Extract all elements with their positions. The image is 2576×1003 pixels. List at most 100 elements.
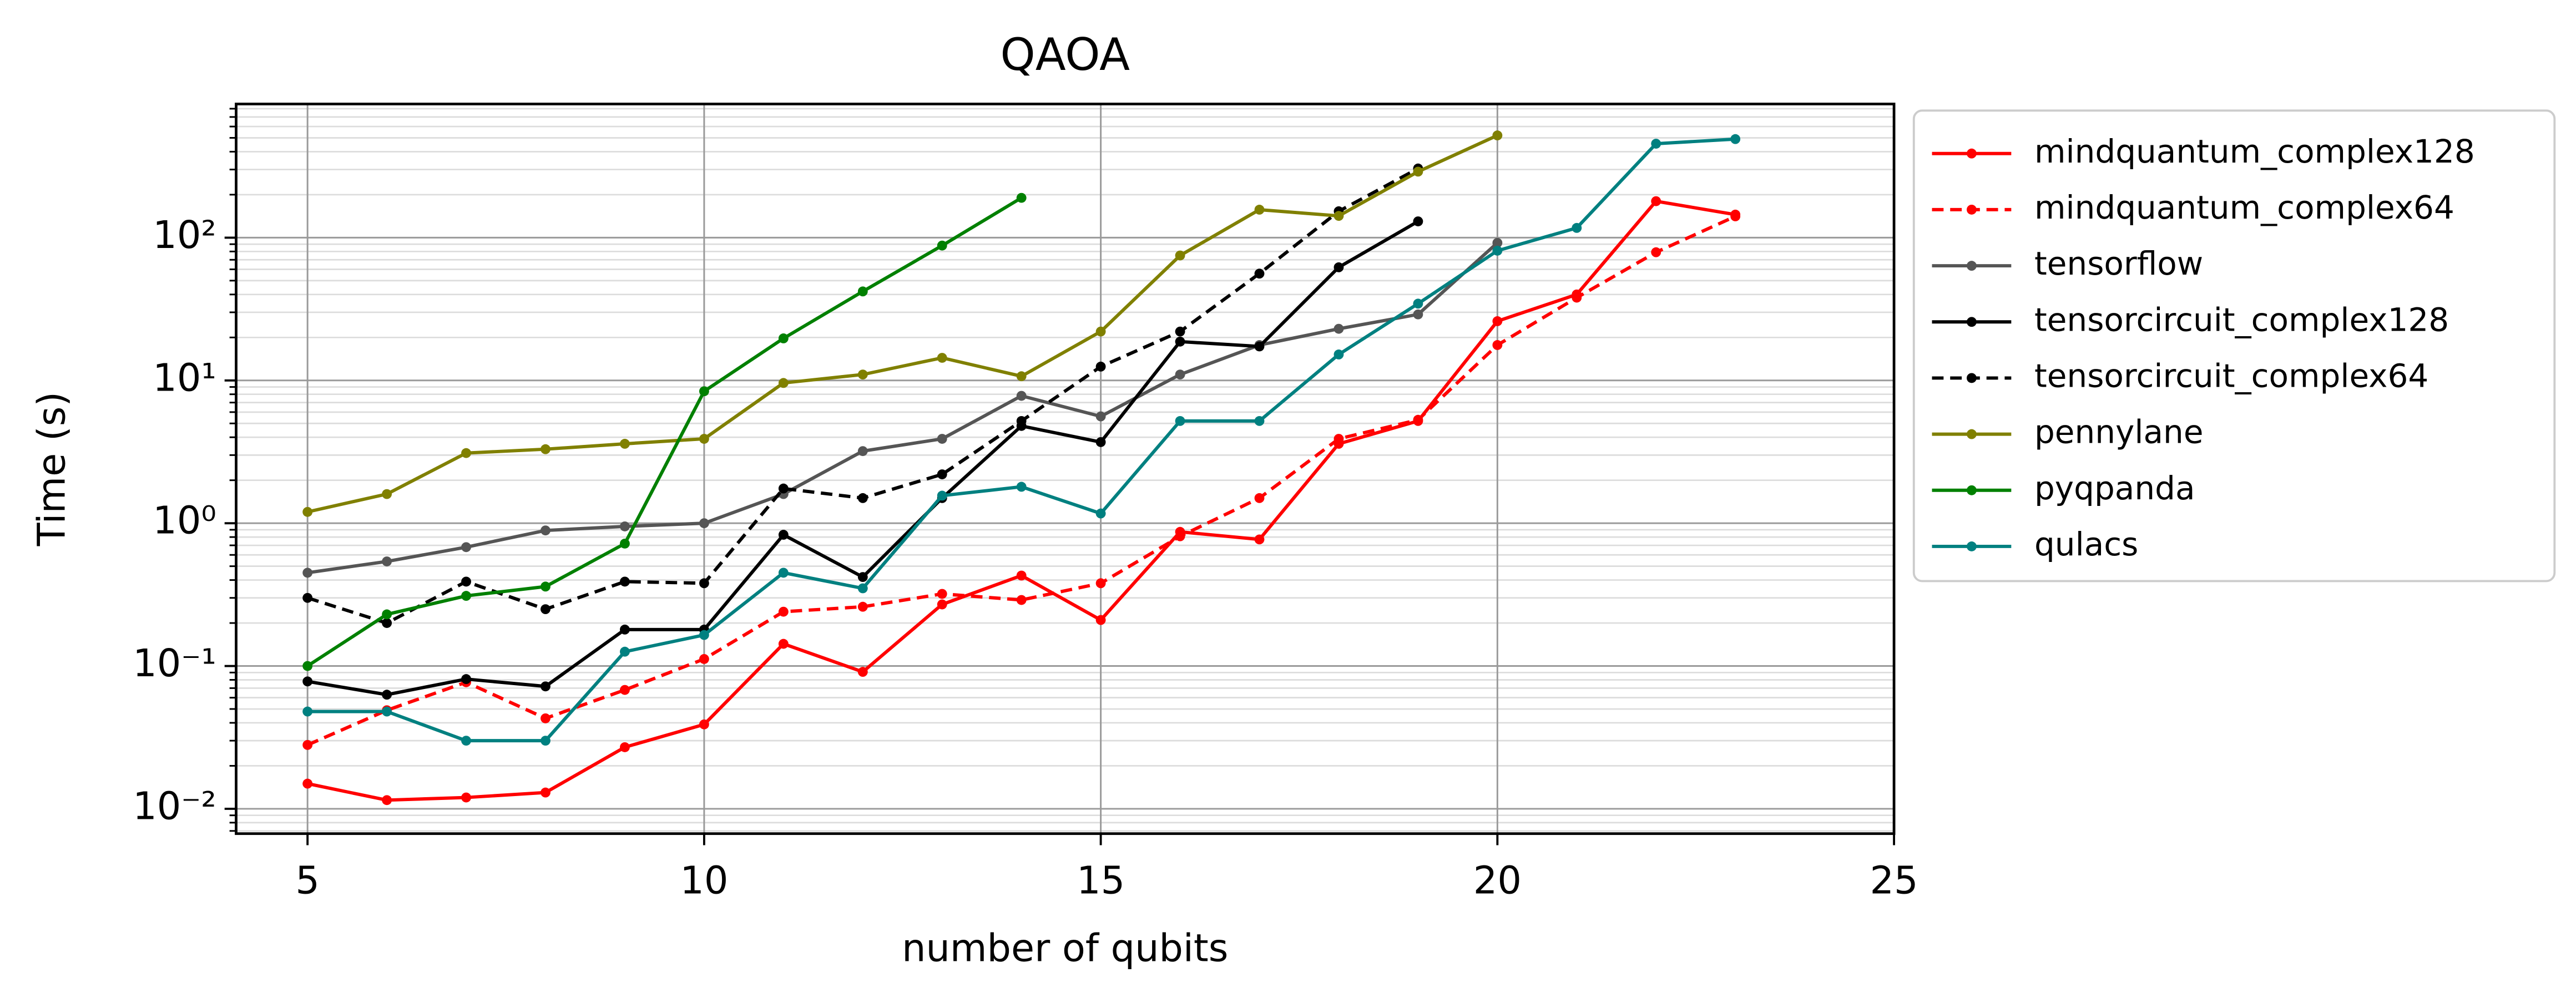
plot-frame	[235, 103, 1896, 835]
data-point	[1492, 340, 1503, 350]
data-point	[1254, 534, 1265, 545]
data-point	[1254, 205, 1265, 215]
data-point	[302, 676, 313, 687]
data-point	[461, 576, 471, 587]
data-point	[1334, 349, 1344, 359]
data-point	[1095, 578, 1106, 589]
data-point	[382, 618, 392, 628]
data-point	[541, 736, 550, 746]
legend-marker	[1966, 485, 1977, 495]
data-point	[778, 530, 789, 540]
data-point	[1095, 326, 1106, 337]
y-axis-label: Time (s)	[30, 392, 74, 546]
data-point	[1254, 341, 1265, 352]
legend-marker	[1966, 261, 1977, 271]
data-point	[937, 490, 947, 501]
x-tick-label: 5	[295, 859, 320, 903]
data-point	[1334, 211, 1344, 221]
data-point	[302, 506, 313, 517]
data-point	[778, 483, 789, 494]
data-point	[382, 556, 392, 566]
data-point	[1175, 416, 1185, 426]
data-point	[620, 576, 630, 587]
y-tick-label: 10⁻¹	[133, 641, 216, 686]
data-point	[541, 604, 550, 615]
legend-label: mindquantum_complex128	[2034, 133, 2475, 170]
data-point	[857, 572, 868, 582]
data-point	[1254, 493, 1265, 503]
data-point	[857, 583, 868, 594]
data-point	[382, 690, 392, 700]
data-point	[1095, 361, 1106, 372]
data-point	[382, 609, 392, 620]
data-point	[1413, 414, 1423, 425]
data-point	[1175, 250, 1185, 261]
data-point	[699, 386, 709, 397]
series-line	[307, 134, 1498, 514]
data-point	[461, 591, 471, 601]
data-point	[1016, 482, 1027, 492]
data-point	[1175, 369, 1185, 380]
data-point	[1413, 216, 1423, 226]
legend-label: pennylane	[2034, 413, 2204, 451]
data-point	[382, 489, 392, 499]
x-tick-label: 25	[1870, 859, 1918, 903]
data-point	[302, 706, 313, 717]
data-point	[620, 439, 630, 449]
data-point	[461, 736, 471, 746]
data-point	[1413, 309, 1423, 320]
data-point	[937, 353, 947, 363]
legend-marker	[1966, 429, 1977, 439]
data-point	[857, 446, 868, 457]
data-point	[382, 795, 392, 806]
data-point	[937, 434, 947, 444]
data-point	[541, 444, 550, 454]
legend-label: pyqpanda	[2034, 469, 2195, 507]
series-line	[306, 196, 1023, 668]
data-point	[541, 581, 550, 592]
data-point	[857, 369, 868, 380]
data-point	[382, 706, 392, 717]
data-point	[778, 333, 789, 343]
data-point	[541, 525, 550, 536]
legend-label: qulacs	[2034, 525, 2138, 563]
data-point	[541, 787, 550, 798]
data-point	[778, 639, 789, 649]
data-point	[1016, 595, 1027, 605]
data-point	[778, 568, 789, 578]
data-point	[461, 792, 471, 803]
chart-title: QAOA	[1001, 28, 1130, 80]
data-point	[937, 240, 947, 251]
data-point	[699, 654, 709, 664]
data-point	[620, 624, 630, 635]
legend-label: tensorcircuit_complex128	[2034, 301, 2449, 338]
legend-marker	[1966, 373, 1977, 383]
data-point	[620, 742, 630, 752]
legend-label: tensorcircuit_complex64	[2034, 357, 2428, 395]
legend: mindquantum_complex128 mindquantum_comple…	[1932, 133, 2475, 563]
data-point	[1095, 411, 1106, 422]
data-point	[699, 518, 709, 529]
data-point	[1730, 211, 1741, 221]
data-point	[937, 589, 947, 599]
legend-marker	[1966, 148, 1977, 159]
data-point	[302, 661, 313, 671]
y-tick-label: 10²	[153, 213, 216, 257]
y-tick-label: 10⁰	[153, 499, 216, 543]
data-point	[1175, 531, 1185, 541]
data-point	[1492, 316, 1503, 326]
data-point	[541, 681, 550, 692]
data-point	[1095, 437, 1106, 447]
data-point	[461, 674, 471, 685]
data-point	[1095, 615, 1106, 625]
data-point	[1651, 139, 1661, 149]
series-line	[307, 241, 1499, 575]
data-point	[1016, 416, 1027, 426]
data-point	[699, 434, 709, 444]
data-point	[1492, 130, 1503, 141]
legend-label: mindquantum_complex64	[2034, 189, 2454, 226]
data-point	[1413, 166, 1423, 177]
data-point	[1175, 336, 1185, 347]
data-point	[1572, 292, 1582, 303]
